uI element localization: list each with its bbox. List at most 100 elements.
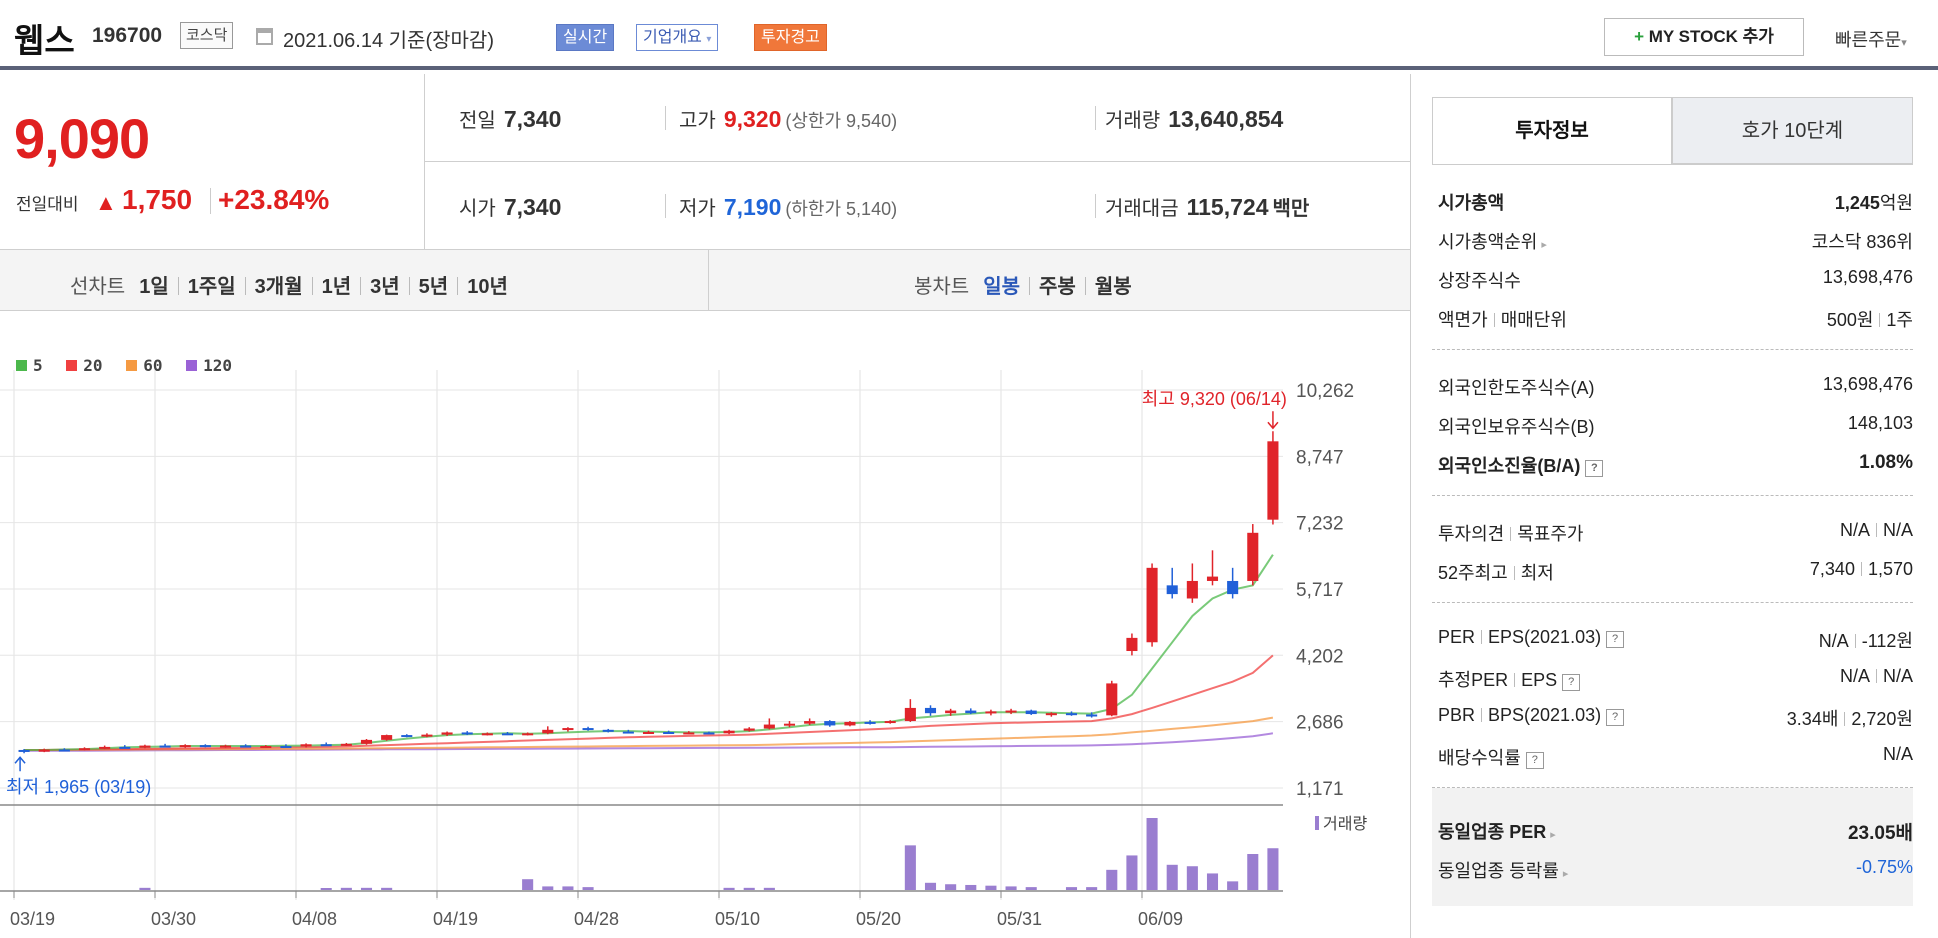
low-arrow-head	[14, 756, 26, 764]
quick-order-label: 빠른주문	[1835, 30, 1902, 50]
candle-body	[461, 732, 473, 735]
candle-monthly[interactable]: 월봉	[1094, 276, 1132, 298]
divider	[1084, 277, 1086, 295]
candle-body	[340, 743, 352, 746]
par-value-row: 액면가 매매단위 500원 1주	[1432, 298, 1913, 337]
candle-body	[179, 745, 191, 748]
candle	[401, 734, 413, 738]
high-annotation: 최고 9,320 (06/14)	[1142, 389, 1287, 409]
divider	[177, 277, 179, 295]
est-per-value: N/A	[1839, 666, 1870, 686]
candle	[642, 730, 655, 735]
candle-body	[582, 728, 594, 731]
help-icon[interactable]: ?	[1585, 460, 1604, 477]
pbr-label-group: PBR BPS(2021.03)?	[1438, 705, 1625, 726]
divider	[1854, 634, 1856, 648]
high-price: 고가 9,320 (상한가 9,540)	[679, 104, 897, 133]
candle-daily[interactable]: 일봉	[983, 276, 1021, 298]
candle	[602, 728, 614, 733]
industry-per-value: 23.05배	[1847, 823, 1913, 844]
foreign-ratio-value: 1.08%	[1859, 452, 1913, 473]
diff-label: 전일대비	[16, 195, 79, 214]
help-icon[interactable]: ?	[1606, 709, 1625, 726]
add-my-stock-button[interactable]: + MY STOCK 추가	[1604, 18, 1804, 56]
x-tick-label: 03/30	[151, 909, 196, 929]
candle-body	[401, 735, 413, 738]
period-1w[interactable]: 1주일	[187, 276, 236, 298]
candle-body	[58, 749, 70, 752]
trade-amount: 거래대금 115,724 백만	[1105, 192, 1309, 221]
candle	[985, 709, 997, 716]
bps-value: 2,720원	[1851, 709, 1913, 729]
quick-order-dropdown[interactable]: 빠른주문▾	[1835, 26, 1907, 52]
listed-shares-label: 상장주식수	[1438, 271, 1521, 291]
period-1d[interactable]: 1일	[139, 276, 169, 298]
line-chart-periods: 선차트 1일 1주일 3개월 1년 3년 5년 10년	[70, 270, 508, 299]
industry-rate[interactable]: 동일업종 등락률 ▸	[1438, 857, 1568, 883]
help-icon[interactable]: ?	[1562, 674, 1581, 691]
candle	[18, 749, 30, 754]
trade-unit-label: 매매단위	[1500, 310, 1567, 330]
tab-investment-info[interactable]: 투자정보	[1432, 97, 1672, 164]
price-chart[interactable]: 10,262 8,747 7,232 5,717 4,202 2,686 1,171 최고 9…	[0, 360, 1410, 938]
candle-body	[441, 732, 453, 735]
tab-order-book[interactable]: 호가 10단계	[1672, 97, 1913, 164]
volume-bar	[1005, 886, 1017, 890]
divider	[1481, 630, 1483, 644]
summary-row-1: 전일 7,340 고가 9,320 (상한가 9,540) 거래량 13,640,854	[425, 74, 1410, 162]
period-3m[interactable]: 3개월	[254, 276, 303, 298]
candle-body	[18, 749, 30, 752]
x-tick-label: 06/09	[1138, 909, 1183, 929]
candle	[904, 699, 916, 722]
ma20-line	[24, 654, 1274, 751]
candle	[622, 729, 634, 734]
candle-weekly[interactable]: 주봉	[1039, 276, 1076, 298]
divider	[210, 188, 211, 214]
x-tick-label: 05/10	[715, 909, 760, 929]
add-my-stock-label: MY STOCK 추가	[1648, 27, 1774, 46]
divider	[457, 277, 459, 295]
y-tick-label: 8,747	[1296, 447, 1344, 468]
diff-value: 1,750	[122, 184, 193, 215]
period-5y[interactable]: 5년	[418, 276, 449, 298]
volume-bar	[924, 882, 937, 890]
diff-rate: +23.84%	[218, 184, 330, 215]
help-icon[interactable]: ?	[1525, 752, 1544, 769]
legend-label: 60	[143, 356, 163, 375]
y-tick-label: 2,686	[1296, 713, 1344, 734]
candle-body	[300, 744, 312, 747]
legend-label: 20	[83, 356, 103, 375]
candle-body	[743, 728, 755, 731]
market-cap-rank[interactable]: 시가총액순위 ▸	[1438, 228, 1547, 254]
period-10y[interactable]: 10년	[467, 276, 508, 298]
candle-body	[924, 707, 937, 714]
chart-period-bar: 선차트 1일 1주일 3개월 1년 3년 5년 10년 봉차트 일봉 주봉 월봉	[0, 250, 1410, 311]
open-label: 시가	[459, 198, 496, 220]
candle-body	[703, 732, 715, 735]
industry-per[interactable]: 동일업종 PER ▸	[1438, 818, 1556, 844]
candle-body	[199, 745, 211, 748]
line-chart-label: 선차트	[70, 276, 126, 298]
low-value: 7,190	[723, 194, 782, 220]
est-per-label: 추정PER	[1438, 670, 1509, 690]
period-3y[interactable]: 3년	[370, 276, 400, 298]
week52-low-label: 최저	[1520, 563, 1554, 583]
candle	[924, 705, 937, 716]
arrow-right-icon: ▸	[1562, 868, 1569, 880]
divider	[408, 277, 410, 295]
volume-legend-label: 거래량	[1323, 815, 1367, 833]
period-1y[interactable]: 1년	[321, 276, 352, 298]
company-overview-dropdown[interactable]: 기업개요 ▾	[636, 24, 719, 51]
volume: 거래량 13,640,854	[1105, 104, 1283, 133]
legend-ma5: 5	[16, 356, 43, 375]
high-label: 고가	[679, 110, 716, 132]
candle	[78, 747, 91, 751]
help-icon[interactable]: ?	[1606, 631, 1625, 648]
realtime-button[interactable]: 실시간	[556, 24, 615, 51]
candle-body	[904, 707, 916, 722]
candle-body	[1227, 580, 1239, 595]
candle	[340, 742, 352, 747]
candle-body	[1126, 637, 1138, 652]
volume-bar	[1166, 864, 1178, 890]
pbr-value: 3.34배	[1786, 709, 1839, 729]
